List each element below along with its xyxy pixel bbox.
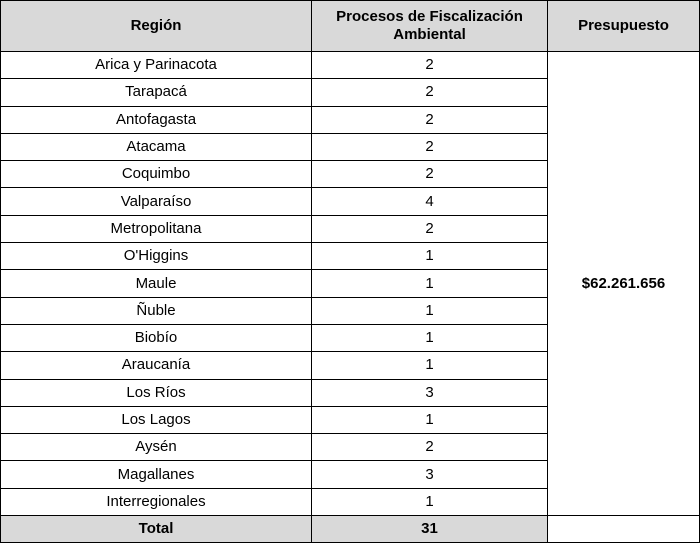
processes-cell: 2	[311, 132, 548, 162]
processes-cell: 2	[311, 105, 548, 134]
header-region: Región	[0, 0, 312, 52]
table-row: Metropolitana 2	[0, 214, 700, 244]
region-cell: Los Lagos	[0, 405, 312, 435]
table-header-row: Región Procesos de Fiscalización Ambient…	[0, 0, 700, 52]
processes-cell: 4	[311, 187, 548, 216]
region-cell: Antofagasta	[0, 105, 312, 134]
table-row: Tarapacá 2	[0, 78, 700, 107]
processes-cell: 1	[311, 296, 548, 325]
region-cell: Metropolitana	[0, 214, 312, 244]
table-row: Atacama 2	[0, 132, 700, 162]
processes-cell: 3	[311, 460, 548, 489]
header-processes: Procesos de Fiscalización Ambiental	[311, 0, 548, 52]
region-cell: Ñuble	[0, 296, 312, 325]
table-row: Los Ríos 3	[0, 378, 700, 407]
total-processes: 31	[311, 515, 548, 544]
table-row: O'Higgins 1	[0, 242, 700, 271]
table-row: Biobío 1	[0, 323, 700, 353]
region-cell: Interregionales	[0, 487, 312, 517]
processes-cell: 2	[311, 214, 548, 244]
table-row: Maule 1	[0, 269, 700, 298]
processes-cell: 2	[311, 78, 548, 107]
total-budget-spacer	[547, 515, 700, 544]
budget-cell: $62.261.656	[547, 50, 700, 517]
processes-cell: 1	[311, 242, 548, 271]
region-cell: Arica y Parinacota	[0, 50, 312, 80]
table-row: Interregionales 1	[0, 487, 700, 517]
region-cell: Maule	[0, 269, 312, 298]
processes-cell: 1	[311, 351, 548, 380]
region-cell: Valparaíso	[0, 187, 312, 216]
region-cell: Los Ríos	[0, 378, 312, 407]
processes-cell: 2	[311, 160, 548, 189]
region-cell: Aysén	[0, 433, 312, 462]
table-row: Arica y Parinacota 2 $62.261.656	[0, 50, 700, 517]
region-cell: Araucanía	[0, 351, 312, 380]
region-cell: Biobío	[0, 323, 312, 353]
region-cell: O'Higgins	[0, 242, 312, 271]
table-row: Araucanía 1	[0, 351, 700, 380]
table-row: Coquimbo 2	[0, 160, 700, 189]
header-budget: Presupuesto	[547, 0, 700, 52]
table-row: Valparaíso 4	[0, 187, 700, 216]
region-cell: Tarapacá	[0, 78, 312, 107]
table-row: Ñuble 1	[0, 296, 700, 325]
processes-cell: 2	[311, 433, 548, 462]
processes-cell: 1	[311, 269, 548, 298]
processes-cell: 1	[311, 487, 548, 517]
total-row: Total 31	[0, 515, 700, 544]
region-cell: Atacama	[0, 132, 312, 162]
table-row: Magallanes 3	[0, 460, 700, 489]
table-row: Los Lagos 1	[0, 405, 700, 435]
table-row: Antofagasta 2	[0, 105, 700, 134]
region-cell: Magallanes	[0, 460, 312, 489]
region-cell: Coquimbo	[0, 160, 312, 189]
processes-cell: 3	[311, 378, 548, 407]
processes-cell: 2	[311, 50, 548, 80]
processes-cell: 1	[311, 323, 548, 353]
processes-cell: 1	[311, 405, 548, 435]
total-label: Total	[0, 515, 312, 544]
table-row: Aysén 2	[0, 433, 700, 462]
